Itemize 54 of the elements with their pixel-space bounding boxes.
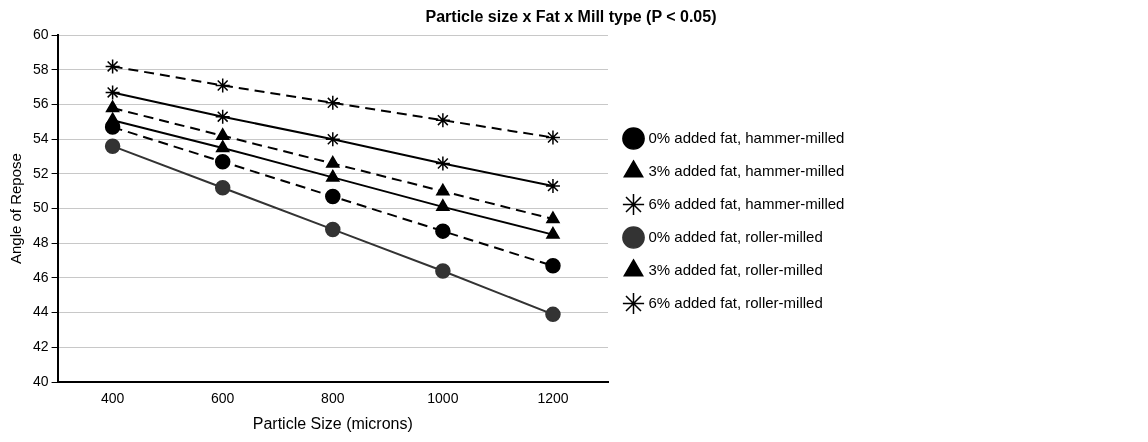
point — [325, 95, 341, 111]
point — [545, 306, 561, 323]
x-tick-label: 400 — [100, 390, 125, 407]
point — [215, 128, 230, 141]
point — [325, 155, 340, 168]
x-tick-label: 1000 — [427, 390, 459, 407]
y-tick-label: 50 — [32, 199, 49, 216]
point — [105, 100, 120, 113]
x-tick-label: 800 — [321, 390, 345, 407]
point — [435, 223, 451, 239]
point — [545, 258, 561, 274]
legend-label: 0% added fat, roller-milled — [648, 227, 823, 245]
point — [436, 199, 450, 212]
point — [104, 58, 121, 75]
point — [105, 112, 120, 125]
legend-label: 3% added fat, roller-milled — [648, 260, 823, 278]
point — [545, 178, 561, 194]
point — [435, 112, 451, 128]
legend-label: 6% added fat, roller-milled — [648, 293, 823, 311]
y-tick-label: 54 — [32, 130, 49, 147]
y-tick-label: 42 — [32, 338, 49, 355]
y-tick-label: 52 — [32, 164, 49, 181]
x-axis-title: Particle Size (microns) — [252, 414, 413, 432]
point — [545, 129, 561, 146]
y-tick-label: 46 — [32, 268, 49, 285]
legend-label: 6% added fat, hammer-milled — [648, 194, 845, 212]
legend-label: 3% added fat, hammer-milled — [648, 161, 845, 179]
point — [214, 108, 231, 125]
y-tick-label: 56 — [32, 95, 49, 112]
x-tick-label: 1200 — [537, 390, 569, 407]
point — [104, 138, 121, 154]
point — [214, 154, 231, 170]
legend-label: 0% added fat, hammer-milled — [648, 128, 845, 146]
point — [215, 140, 230, 153]
point — [325, 131, 341, 147]
point — [325, 169, 340, 182]
y-tick-label: 58 — [32, 60, 49, 77]
point — [435, 263, 451, 279]
point — [435, 155, 451, 172]
point — [436, 183, 450, 196]
x-tick-label: 600 — [211, 390, 235, 407]
point — [214, 77, 231, 94]
point — [104, 84, 121, 101]
point — [325, 188, 341, 205]
chart-title: Particle size x Fat x Mill type (P < 0.05) — [425, 8, 717, 26]
point — [214, 180, 231, 196]
y-tick-label: 48 — [32, 234, 49, 251]
y-axis-title: Angle of Repose — [7, 153, 25, 265]
point — [325, 221, 341, 238]
y-tick-label: 40 — [32, 372, 49, 389]
y-tick-label: 60 — [32, 26, 49, 43]
point — [546, 226, 560, 239]
point — [546, 211, 560, 224]
y-tick-label: 44 — [32, 303, 49, 320]
